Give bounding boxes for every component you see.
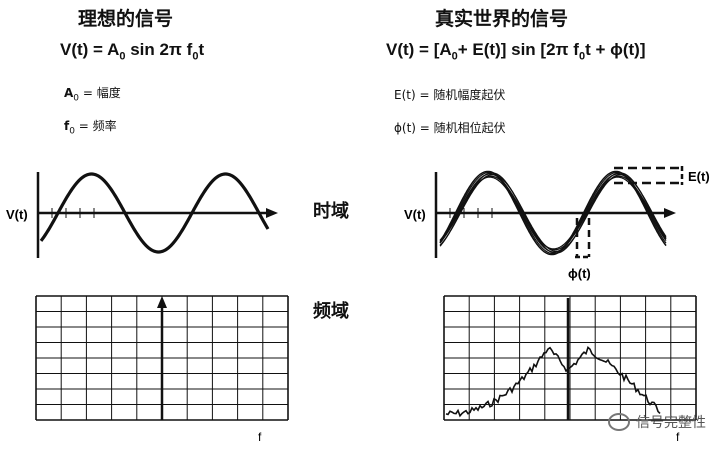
- real-time-ylabel: V(t): [404, 207, 426, 222]
- def-random-amplitude: E(t) = 随机幅度起伏: [394, 88, 506, 102]
- amplitude-variation-marker: [614, 166, 684, 185]
- real-noisy-spectrum: [445, 345, 661, 418]
- watermark-text: 信号完整性: [636, 415, 706, 431]
- ideal-formula: V(t) = A0 sin 2π f0t: [60, 40, 205, 63]
- real-time-plot: [434, 166, 684, 259]
- ideal-spectral-arrowhead: [157, 296, 167, 308]
- freq-domain-label: 频域: [313, 301, 349, 322]
- noisy-sine-trace: [439, 172, 667, 254]
- real-time-ticks: [449, 208, 493, 218]
- amplitude-variation-label: E(t): [688, 169, 710, 184]
- phase-variation-label: ϕ(t): [568, 266, 591, 281]
- phase-variation-marker: [575, 218, 591, 259]
- ideal-time-ticks: [51, 208, 95, 218]
- ideal-sine-wave: [39, 172, 270, 254]
- wechat-icon: [608, 413, 630, 431]
- def-amplitude: A0 = 幅度: [64, 86, 121, 104]
- def-random-phase: ϕ(t) = 随机相位起伏: [394, 121, 506, 135]
- ideal-title: 理想的信号: [78, 8, 174, 30]
- real-freq-xlabel: f: [676, 430, 680, 444]
- ideal-time-plot: [36, 172, 278, 258]
- ideal-freq-plot: [35, 295, 289, 421]
- real-freq-plot: [443, 295, 697, 421]
- noisy-sine-trace: [439, 174, 667, 252]
- real-formula: V(t) = [A0+ E(t)] sin [2π f0t + ϕ(t)]: [386, 40, 646, 63]
- ideal-time-arrowhead: [266, 208, 278, 218]
- real-time-arrowhead: [664, 208, 676, 218]
- def-frequency: f0 = 频率: [64, 119, 117, 137]
- noisy-sine-trace: [439, 171, 667, 255]
- ideal-freq-xlabel: f: [258, 430, 262, 444]
- real-title: 真实世界的信号: [435, 8, 569, 30]
- time-domain-label: 时域: [313, 201, 349, 222]
- watermark: 信号完整性: [608, 412, 706, 432]
- real-freq-grid: [443, 295, 697, 421]
- ideal-time-ylabel: V(t): [6, 207, 28, 222]
